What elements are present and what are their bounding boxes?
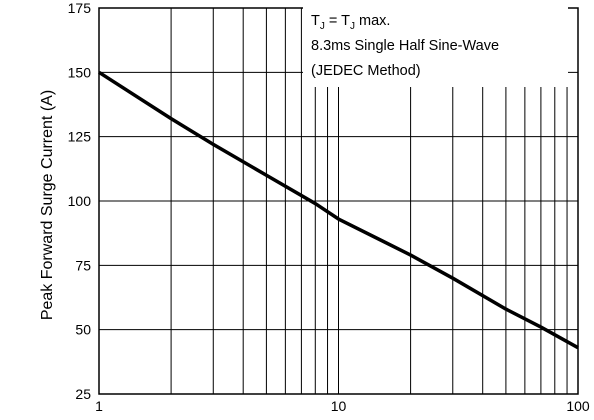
annotation-max: max.: [355, 13, 390, 29]
x-tick-label: 10: [331, 398, 347, 414]
x-tick-label: 1: [95, 398, 103, 414]
annotation-sub-j-1: J: [320, 21, 325, 32]
y-tick-label: 150: [68, 64, 92, 80]
annotation-equals: = T: [325, 13, 350, 29]
annotation-line-2: 8.3ms Single Half Sine-Wave: [311, 38, 499, 54]
y-tick-label: 125: [68, 129, 92, 145]
annotation-line-3: (JEDEC Method): [311, 63, 421, 79]
y-tick-label: 50: [75, 322, 91, 338]
annotation-sub-j-2: J: [350, 21, 355, 32]
y-tick-label: 100: [68, 193, 92, 209]
annotation-background: [303, 7, 568, 87]
y-tick-label: 175: [68, 0, 92, 16]
annotation-line-1: TJ = TJ max.: [311, 13, 390, 32]
annotation-t: T: [311, 13, 320, 29]
y-tick-labels: 25 50 75 100 125 150 175: [68, 0, 92, 402]
surge-current-curve: [98, 70, 579, 350]
y-axis-label: Peak Forward Surge Current (A): [39, 90, 56, 320]
y-tick-label: 25: [75, 386, 91, 402]
y-tick-label: 75: [75, 257, 91, 273]
x-tick-labels: 1 10 100: [95, 398, 590, 414]
x-tick-label: 100: [566, 398, 590, 414]
